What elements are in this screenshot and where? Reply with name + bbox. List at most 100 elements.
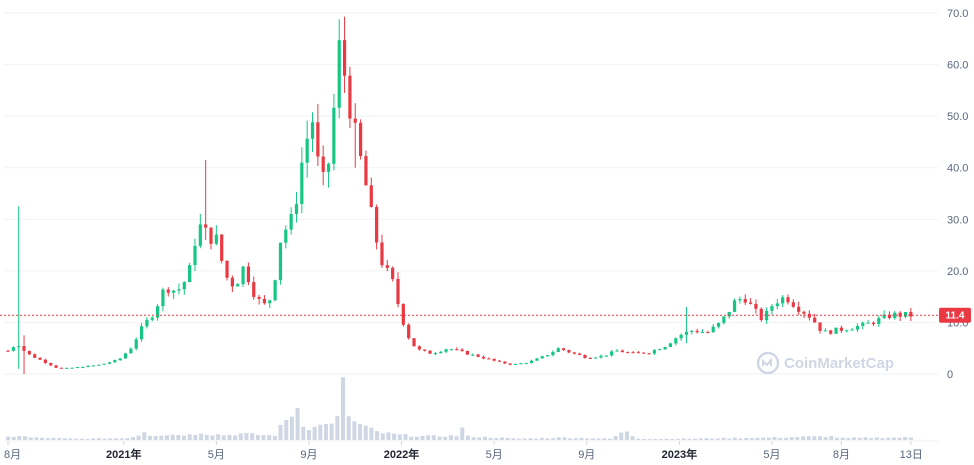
candle[interactable] <box>49 362 53 367</box>
candle[interactable] <box>97 364 101 366</box>
candle[interactable] <box>123 352 128 359</box>
candle[interactable] <box>155 304 160 321</box>
candle[interactable] <box>342 16 347 93</box>
candle[interactable] <box>407 323 411 340</box>
candle[interactable] <box>620 349 624 353</box>
candle[interactable] <box>113 359 117 363</box>
candle[interactable] <box>658 348 662 351</box>
candle[interactable] <box>305 120 309 178</box>
candle[interactable] <box>433 351 437 356</box>
candle[interactable] <box>353 103 357 168</box>
candle[interactable] <box>893 311 897 320</box>
candle[interactable] <box>86 365 90 368</box>
candle[interactable] <box>22 335 26 374</box>
candle[interactable] <box>834 327 838 334</box>
candle[interactable] <box>193 238 197 272</box>
candle[interactable] <box>27 350 31 356</box>
candle[interactable] <box>102 363 106 365</box>
candle[interactable] <box>316 103 320 166</box>
candle[interactable] <box>455 347 459 351</box>
candle[interactable] <box>642 352 646 354</box>
candle[interactable] <box>599 354 603 359</box>
candle[interactable] <box>369 177 373 208</box>
candle[interactable] <box>172 289 176 300</box>
candle[interactable] <box>54 365 58 369</box>
candle[interactable] <box>604 355 608 357</box>
candle[interactable] <box>535 357 539 361</box>
candle[interactable] <box>230 275 234 293</box>
candle[interactable] <box>59 367 64 369</box>
candle[interactable] <box>610 349 614 357</box>
candle[interactable] <box>38 357 42 360</box>
candle[interactable] <box>487 357 491 360</box>
candle[interactable] <box>631 351 635 354</box>
candle[interactable] <box>188 262 192 283</box>
candle[interactable] <box>11 346 15 352</box>
candle[interactable] <box>829 329 833 335</box>
candle[interactable] <box>497 360 502 362</box>
candle[interactable] <box>300 147 304 214</box>
candle[interactable] <box>65 367 69 369</box>
candle[interactable] <box>797 301 801 315</box>
candle[interactable] <box>332 93 336 171</box>
candle[interactable] <box>519 362 523 365</box>
candle[interactable] <box>743 294 747 305</box>
candle[interactable] <box>765 307 769 324</box>
candle[interactable] <box>161 287 165 312</box>
candle[interactable] <box>759 307 763 322</box>
candle[interactable] <box>150 316 154 322</box>
candle[interactable] <box>529 359 534 364</box>
candle[interactable] <box>337 19 341 119</box>
candle[interactable] <box>294 191 299 223</box>
candle[interactable] <box>348 66 352 129</box>
candle[interactable] <box>145 317 149 329</box>
candle[interactable] <box>380 234 384 268</box>
candle[interactable] <box>273 279 277 302</box>
candle[interactable] <box>412 338 416 347</box>
candle[interactable] <box>241 265 245 287</box>
candle[interactable] <box>118 357 122 361</box>
candle[interactable] <box>198 213 202 249</box>
candle[interactable] <box>439 350 443 354</box>
candle[interactable] <box>647 352 651 355</box>
candle[interactable] <box>695 328 699 334</box>
candle[interactable] <box>129 347 133 354</box>
candle[interactable] <box>182 281 186 295</box>
candle[interactable] <box>775 298 779 310</box>
candle[interactable] <box>508 363 512 366</box>
candle[interactable] <box>652 349 657 356</box>
candle[interactable] <box>850 327 854 331</box>
candle[interactable] <box>33 353 37 359</box>
candle[interactable] <box>855 323 860 333</box>
candle[interactable] <box>690 330 694 335</box>
candle[interactable] <box>257 294 261 305</box>
candle[interactable] <box>284 225 288 249</box>
candle[interactable] <box>428 350 432 354</box>
candle[interactable] <box>396 272 400 308</box>
candle[interactable] <box>43 358 47 364</box>
candle[interactable] <box>551 350 555 357</box>
candle[interactable] <box>209 227 213 250</box>
candle[interactable] <box>391 266 395 282</box>
candle[interactable] <box>465 350 470 355</box>
candle[interactable] <box>813 313 817 323</box>
candle[interactable] <box>423 349 427 352</box>
candle[interactable] <box>770 304 774 315</box>
candle[interactable] <box>326 162 331 188</box>
candle[interactable] <box>268 299 272 309</box>
candle[interactable] <box>6 349 10 352</box>
candlesticks[interactable] <box>6 16 913 374</box>
candle[interactable] <box>401 303 405 327</box>
candle[interactable] <box>845 329 849 333</box>
candle[interactable] <box>716 322 721 329</box>
candle[interactable] <box>107 361 112 365</box>
candle[interactable] <box>524 362 528 365</box>
candle[interactable] <box>866 319 870 324</box>
candle[interactable] <box>545 355 550 357</box>
candle[interactable] <box>492 358 496 362</box>
candle[interactable] <box>252 276 256 300</box>
candle[interactable] <box>449 348 454 351</box>
candle[interactable] <box>503 361 507 364</box>
candle[interactable] <box>166 287 170 297</box>
candle[interactable] <box>91 365 96 367</box>
